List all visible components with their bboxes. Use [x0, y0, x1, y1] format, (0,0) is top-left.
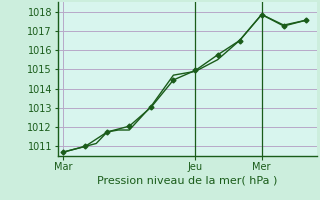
X-axis label: Pression niveau de la mer( hPa ): Pression niveau de la mer( hPa )	[97, 176, 277, 186]
